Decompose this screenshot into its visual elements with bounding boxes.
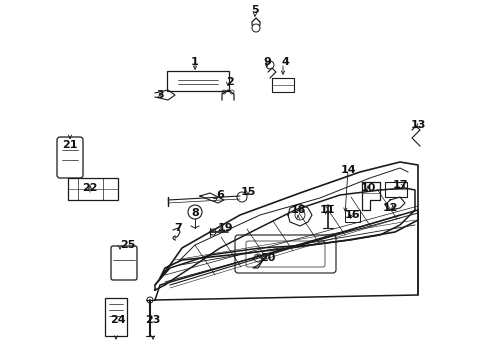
Text: 8: 8 [191, 208, 199, 218]
Text: 7: 7 [174, 223, 182, 233]
Text: 19: 19 [217, 223, 233, 233]
Text: 25: 25 [121, 240, 136, 250]
Text: 5: 5 [251, 5, 259, 15]
Text: 18: 18 [290, 205, 306, 215]
Text: 11: 11 [319, 205, 335, 215]
Text: 21: 21 [62, 140, 78, 150]
Text: 2: 2 [226, 77, 234, 87]
Text: 24: 24 [110, 315, 126, 325]
Text: 16: 16 [344, 210, 360, 220]
Text: 22: 22 [82, 183, 98, 193]
Bar [272, 78, 294, 92]
Text: 20: 20 [260, 253, 276, 263]
Text: 4: 4 [281, 57, 289, 67]
Text: 23: 23 [146, 315, 161, 325]
Text: 1: 1 [191, 57, 199, 67]
Text: 9: 9 [263, 57, 271, 67]
Text: 17: 17 [392, 180, 408, 190]
Bar [105, 298, 127, 336]
Text: 14: 14 [340, 165, 356, 175]
Text: 15: 15 [240, 187, 256, 197]
Text: 3: 3 [156, 90, 164, 100]
Bar [385, 182, 407, 197]
Text: 13: 13 [410, 120, 426, 130]
Text: 12: 12 [382, 203, 398, 213]
Bar [68, 178, 118, 200]
Text: 6: 6 [216, 190, 224, 200]
Text: 10: 10 [360, 183, 376, 193]
Bar [345, 210, 360, 222]
